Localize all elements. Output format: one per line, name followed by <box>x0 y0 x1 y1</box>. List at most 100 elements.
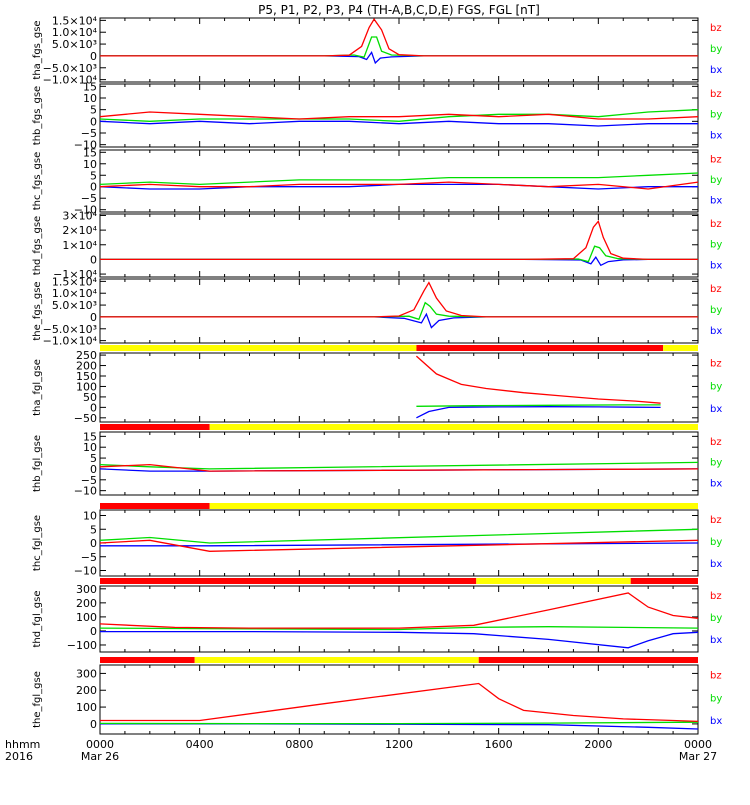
panel-frame <box>99 585 699 653</box>
y-axis-label: thd_fgl_gse <box>32 591 43 648</box>
y-tick-label: 5 <box>90 104 97 117</box>
series-by <box>416 404 661 407</box>
panel-frame <box>99 213 699 278</box>
y-tick-label: 0 <box>90 115 97 128</box>
time-tick-label: 2000 <box>584 738 612 751</box>
mode-segment <box>100 657 195 663</box>
panel-1: 1.5×10⁴1.0×10⁴5.0×10³0−5.0×10³−1.0×10⁴th… <box>32 14 722 86</box>
y-tick-label: 200 <box>76 360 97 373</box>
y-tick-label: 0 <box>90 311 97 324</box>
y-axis-label: thb_fgl_gse <box>32 435 43 492</box>
time-tick-label: 1200 <box>385 738 413 751</box>
y-tick-label: 0 <box>90 253 97 266</box>
y-tick-label: −1.0×10⁴ <box>43 335 98 348</box>
y-axis-label: thb_fgs_gse <box>32 86 43 145</box>
y-axis-label: thd_fgs_gse <box>32 216 43 275</box>
legend-by: by <box>710 613 722 624</box>
series-bz <box>100 18 698 57</box>
y-tick-label: 150 <box>76 370 97 383</box>
series-bz <box>100 219 698 261</box>
time-row1-label: hhmm <box>5 738 40 751</box>
series-bz <box>100 281 698 318</box>
y-tick-label: −1×10⁴ <box>53 268 97 281</box>
mode-bar-2 <box>100 424 698 430</box>
legend-bz: bz <box>710 284 722 295</box>
series-bx <box>100 256 698 267</box>
time-tick-label: 1600 <box>485 738 513 751</box>
legend-by: by <box>710 537 722 548</box>
legend-bz: bz <box>710 671 722 682</box>
legend-bz: bz <box>710 23 722 34</box>
legend-bz: bz <box>710 359 722 370</box>
y-tick-label: −50 <box>74 412 97 425</box>
y-tick-label: 0 <box>90 50 97 63</box>
legend-by: by <box>710 44 722 55</box>
legend-by: by <box>710 175 722 186</box>
series-bx <box>99 120 698 127</box>
series-by <box>99 626 699 631</box>
legend-by: by <box>710 693 722 704</box>
series-bx <box>100 312 698 329</box>
y-tick-label: 1×10⁴ <box>62 239 97 252</box>
y-tick-label: 5.0×10³ <box>52 38 97 51</box>
y-tick-label: 5 <box>90 169 97 182</box>
panel-frame <box>99 278 699 344</box>
series-bz <box>415 355 661 404</box>
y-tick-label: 0 <box>90 401 97 414</box>
time-row2-label: 2016 <box>5 750 33 763</box>
panel-frame <box>99 352 699 423</box>
series-bz <box>99 111 699 120</box>
y-tick-label: 3×10⁴ <box>62 209 97 222</box>
y-tick-label: 15 <box>83 146 97 159</box>
series-by <box>99 461 699 470</box>
y-tick-label: −100 <box>67 639 97 652</box>
y-tick-label: −10 <box>74 204 97 217</box>
y-tick-label: −10 <box>74 485 97 498</box>
panel-frame <box>99 149 699 213</box>
y-tick-label: 200 <box>76 684 97 697</box>
mode-segment <box>100 345 417 351</box>
mode-bar-3 <box>100 503 698 509</box>
panel-5: 1.5×10⁴1.0×10⁴5.0×10³0−5.0×10³−1.0×10⁴th… <box>32 275 722 347</box>
series-by <box>99 721 699 725</box>
series-bz <box>99 463 699 472</box>
legend-bx: bx <box>710 404 722 415</box>
y-tick-label: −5 <box>81 192 97 205</box>
legend-bx: bx <box>710 196 722 207</box>
y-tick-label: 300 <box>76 667 97 680</box>
legend-bz: bz <box>710 219 722 230</box>
panel-frame <box>99 17 699 83</box>
mode-segment <box>100 424 210 430</box>
y-tick-label: 1.5×10⁴ <box>52 275 98 288</box>
time-tick-date: Mar 26 <box>81 750 119 763</box>
time-tick-date: Mar 27 <box>679 750 717 763</box>
legend-bx: bx <box>710 716 722 727</box>
y-axis-label: the_fgs_gse <box>32 281 43 340</box>
y-axis-label: the_fgl_gse <box>32 671 43 728</box>
mode-bar-4 <box>100 578 698 584</box>
y-axis-label: thc_fgs_gse <box>32 152 43 211</box>
legend-bx: bx <box>710 326 722 337</box>
y-tick-label: 0 <box>90 537 97 550</box>
y-tick-label: −1.0×10⁴ <box>43 74 98 87</box>
time-tick-label: 0800 <box>285 738 313 751</box>
legend-bz: bz <box>710 437 722 448</box>
plot-title: P5, P1, P2, P3, P4 (TH-A,B,C,D,E) FGS, F… <box>258 3 540 17</box>
y-tick-label: 10 <box>83 158 97 171</box>
legend-bx: bx <box>710 478 722 489</box>
y-tick-label: −5 <box>81 127 97 140</box>
y-tick-label: −5.0×10³ <box>43 323 97 336</box>
legend-by: by <box>710 381 722 392</box>
mode-segment <box>663 345 698 351</box>
mode-segment <box>630 578 698 584</box>
y-axis-label: thc_fgl_gse <box>32 515 43 571</box>
y-tick-label: −5.0×10³ <box>43 62 97 75</box>
series-bz <box>100 682 699 723</box>
mode-segment <box>194 657 479 663</box>
y-tick-label: 1.0×10⁴ <box>52 26 98 39</box>
